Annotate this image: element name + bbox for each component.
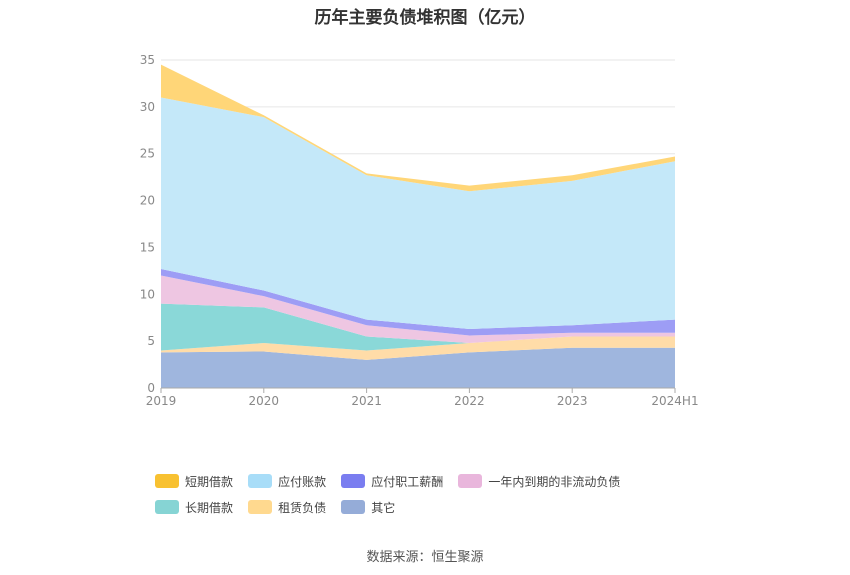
stacked-area-chart: 0 5 10 15 20 25 30 35 2019 2020 2021 2022 2023 2024H1 xyxy=(140,53,699,408)
area-series xyxy=(161,303,675,351)
area-series xyxy=(161,347,675,388)
legend-label: 应付账款 xyxy=(278,474,327,489)
legend-item-short-term-loans[interactable]: 短期借款 xyxy=(155,472,233,490)
legend: 短期借款 应付账款 应付职工薪酬 一年内到期的非流动负债 长期借款 租赁负债 其… xyxy=(155,472,715,524)
legend-label: 应付职工薪酬 xyxy=(371,474,444,489)
legend-label: 其它 xyxy=(371,500,396,515)
area-series xyxy=(161,97,675,329)
y-tick-label: 10 xyxy=(140,287,155,301)
y-tick-label: 5 xyxy=(147,334,155,348)
y-tick-label: 20 xyxy=(140,194,155,208)
x-tick-label: 2020 xyxy=(249,394,280,408)
legend-label: 长期借款 xyxy=(185,500,234,515)
x-tick-label: 2022 xyxy=(454,394,485,408)
legend-item-current-noncurrent[interactable]: 一年内到期的非流动负债 xyxy=(458,472,620,490)
legend-swatch xyxy=(248,500,273,514)
area-series xyxy=(161,336,675,360)
legend-item-lease-liabilities[interactable]: 租赁负债 xyxy=(248,498,326,516)
legend-swatch xyxy=(248,474,273,488)
legend-item-long-term-loans[interactable]: 长期借款 xyxy=(155,498,233,516)
x-tick-label: 2019 xyxy=(146,394,177,408)
legend-swatch xyxy=(341,474,366,488)
x-tick-label: 2024H1 xyxy=(651,394,698,408)
legend-label: 短期借款 xyxy=(185,474,234,489)
legend-swatch xyxy=(458,474,483,488)
legend-label: 租赁负债 xyxy=(278,500,327,515)
chart-title: 历年主要负债堆积图（亿元） xyxy=(314,8,536,28)
legend-item-employee-pay[interactable]: 应付职工薪酬 xyxy=(341,472,443,490)
y-tick-label: 35 xyxy=(140,53,155,67)
y-tick-label: 30 xyxy=(140,100,155,114)
x-tick-label: 2021 xyxy=(351,394,382,408)
y-tick-label: 25 xyxy=(140,147,155,161)
y-tick-label: 0 xyxy=(147,381,155,395)
area-series xyxy=(161,275,675,344)
legend-swatch xyxy=(155,474,179,488)
legend-label: 一年内到期的非流动负债 xyxy=(488,474,621,489)
area-series xyxy=(161,268,675,336)
legend-item-other[interactable]: 其它 xyxy=(341,498,395,516)
legend-swatch xyxy=(155,500,179,514)
y-tick-label: 15 xyxy=(140,240,155,254)
legend-swatch xyxy=(341,500,366,514)
data-source: 数据来源：恒生聚源 xyxy=(366,550,484,565)
x-tick-label: 2023 xyxy=(557,394,588,408)
legend-item-accounts-payable[interactable]: 应付账款 xyxy=(248,472,326,490)
